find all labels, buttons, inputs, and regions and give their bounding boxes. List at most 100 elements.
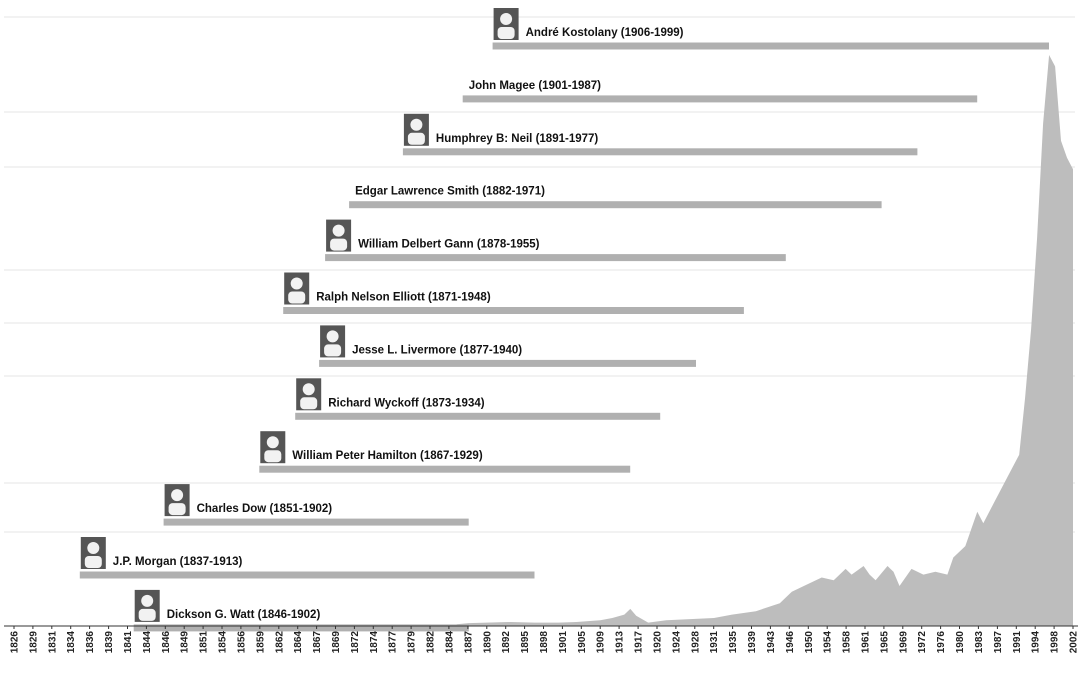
person-row: J.P. Morgan (1837-1913): [79, 537, 535, 579]
lifespan-bar: [259, 465, 631, 473]
x-tick-label: 1834: [66, 631, 77, 654]
lifespan-bar: [163, 518, 469, 526]
x-tick-label: 1844: [142, 631, 153, 654]
person-label: André Kostolany (1906-1999): [526, 27, 684, 39]
portrait-head: [266, 436, 279, 449]
x-tick-label: 1909: [596, 631, 607, 654]
portrait-head: [326, 330, 339, 343]
person-row: Jesse L. Livermore (1877-1940): [319, 325, 696, 367]
x-tick-label: 1882: [426, 631, 437, 654]
market-index-area: [456, 55, 1073, 626]
person-row: William Peter Hamilton (1867-1929): [259, 431, 631, 473]
x-tick-label: 1839: [104, 631, 115, 654]
x-tick-label: 1913: [615, 631, 626, 654]
x-tick-label: 1851: [199, 631, 210, 654]
portrait-head: [171, 489, 184, 502]
x-tick-label: 1965: [879, 631, 890, 654]
x-tick-label: 1920: [653, 631, 664, 654]
lifespan-bars-layer: André Kostolany (1906-1999) John Magee (1…: [79, 8, 1050, 632]
x-tick-label: 1892: [501, 631, 512, 654]
x-tick-label: 1935: [728, 631, 739, 654]
market-area-layer: [456, 55, 1073, 626]
portrait-icon: [134, 589, 160, 622]
x-tick-label: 1954: [823, 631, 834, 654]
x-tick-label: 1905: [577, 631, 588, 654]
lifespan-bar: [133, 624, 469, 632]
x-tick-label: 1887: [463, 631, 474, 654]
x-tick-label: 1943: [766, 631, 777, 654]
lifespan-bar: [319, 359, 696, 367]
lifespan-bar: [402, 148, 918, 156]
portrait-icon: [320, 325, 346, 358]
x-tick-label: 1849: [180, 631, 191, 654]
person-row: John Magee (1901-1987): [462, 80, 978, 103]
guide-lines: [4, 16, 1075, 533]
portrait-shoulders: [264, 450, 282, 463]
portrait-icon: [326, 219, 352, 252]
lifespan-bar: [462, 95, 978, 103]
person-label: John Magee (1901-1987): [469, 80, 601, 92]
x-tick-label: 1831: [47, 631, 58, 654]
portrait-icon: [164, 484, 190, 517]
person-row: William Delbert Gann (1878-1955): [325, 219, 786, 262]
portrait-head: [410, 118, 423, 131]
x-tick-label: 1856: [236, 631, 247, 654]
portrait-shoulders: [497, 27, 515, 39]
person-label: Dickson G. Watt (1846-1902): [167, 609, 321, 621]
lifespan-bar: [283, 307, 744, 314]
x-tick-label: 1924: [671, 631, 682, 654]
x-tick-label: 1864: [293, 631, 304, 654]
x-tick-label: 1877: [388, 631, 399, 654]
x-tick-label: 1826: [10, 631, 21, 654]
x-tick-label: 1874: [369, 631, 380, 654]
portrait-head: [87, 542, 100, 554]
portrait-head: [141, 594, 154, 607]
person-label: Charles Dow (1851-1902): [197, 503, 333, 515]
person-row: Richard Wyckoff (1873-1934): [295, 378, 661, 420]
person-row: Ralph Nelson Elliott (1871-1948): [283, 272, 744, 314]
x-tick-label: 1890: [482, 631, 493, 654]
x-tick-label: 1998: [1050, 631, 1061, 654]
x-tick-label: 1841: [123, 631, 134, 654]
x-tick-label: 1991: [1012, 631, 1023, 654]
x-tick-label: 1939: [747, 631, 758, 654]
lifespan-bar: [492, 42, 1050, 50]
portrait-head: [302, 383, 315, 396]
person-label: William Peter Hamilton (1867-1929): [292, 450, 483, 462]
portrait-shoulders: [84, 556, 102, 568]
portrait-icon: [80, 537, 106, 569]
x-tick-label: 1898: [539, 631, 550, 654]
lifespan-bar: [79, 571, 535, 579]
lifespan-bar: [349, 201, 882, 209]
person-label: Humphrey B: Neil (1891-1977): [436, 133, 599, 145]
x-tick-label: 1836: [85, 631, 96, 654]
portrait-icon: [296, 378, 322, 411]
x-tick-label: 1980: [955, 631, 966, 654]
person-label: Ralph Nelson Elliott (1871-1948): [316, 292, 491, 304]
person-row: Humphrey B: Neil (1891-1977): [402, 113, 918, 156]
x-tick-label: 2002: [1069, 631, 1080, 654]
x-tick-label: 1854: [218, 631, 229, 654]
x-tick-label: 1972: [917, 631, 928, 654]
x-tick-label: 1994: [1031, 631, 1042, 654]
person-row: Dickson G. Watt (1846-1902): [133, 589, 469, 632]
portrait-shoulders: [288, 291, 306, 304]
person-row: Charles Dow (1851-1902): [163, 484, 469, 526]
portrait-shoulders: [330, 238, 348, 251]
x-tick-label: 1846: [161, 631, 172, 654]
portrait-icon: [260, 431, 286, 464]
x-tick-label: 1976: [936, 631, 947, 654]
person-row: André Kostolany (1906-1999): [492, 8, 1050, 50]
x-tick-label: 1859: [255, 631, 266, 654]
person-row: Edgar Lawrence Smith (1882-1971): [349, 186, 882, 209]
person-label: Richard Wyckoff (1873-1934): [328, 397, 485, 409]
x-tick-label: 1946: [785, 631, 796, 654]
x-tick-label: 1928: [690, 631, 701, 654]
person-label: Edgar Lawrence Smith (1882-1971): [355, 186, 545, 198]
x-tick-label: 1884: [444, 631, 455, 654]
x-tick-label: 1958: [842, 631, 853, 654]
portrait-shoulders: [168, 503, 186, 516]
lifespan-bar: [325, 254, 786, 262]
x-tick-label: 1869: [331, 631, 342, 654]
